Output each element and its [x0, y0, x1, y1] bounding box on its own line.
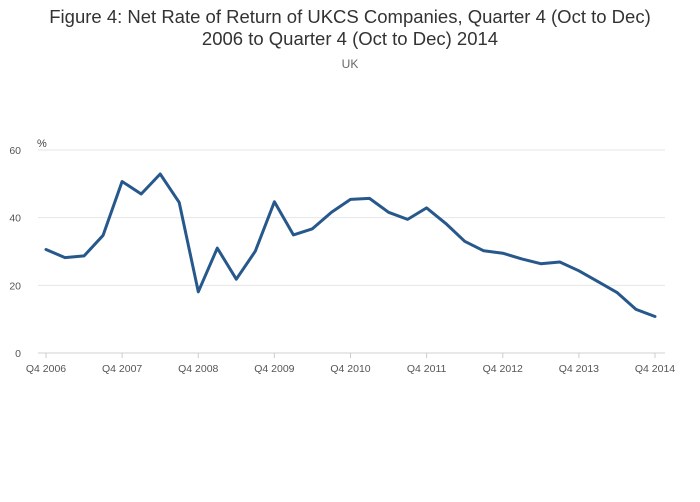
data-point[interactable]	[211, 242, 223, 254]
data-point[interactable]	[116, 175, 128, 187]
x-tick-label: Q4 2008	[178, 363, 218, 375]
data-point[interactable]	[649, 310, 661, 322]
y-tick-label: 20	[9, 280, 21, 292]
x-tick-label: Q4 2007	[102, 363, 142, 375]
x-tick-label: Q4 2009	[254, 363, 294, 375]
data-point[interactable]	[516, 253, 528, 265]
data-point[interactable]	[154, 168, 166, 180]
data-point[interactable]	[459, 235, 471, 247]
y-tick-label: 0	[15, 348, 21, 360]
data-point[interactable]	[192, 286, 204, 298]
data-point[interactable]	[383, 206, 395, 218]
x-tick-label: Q4 2010	[330, 363, 370, 375]
series-line-0	[44, 172, 657, 318]
x-axis-ticks: Q4 2006 Q4 2007 Q4 2008 Q4 2009 Q4 2010 Q4 20…	[26, 353, 675, 375]
data-point[interactable]	[345, 193, 357, 205]
data-point[interactable]	[554, 256, 566, 268]
x-tick-label: Q4 2006	[26, 363, 66, 375]
y-axis-unit-label: %	[37, 138, 47, 150]
data-point[interactable]	[611, 286, 623, 298]
gridlines	[38, 149, 665, 286]
data-point[interactable]	[325, 206, 337, 218]
data-point[interactable]	[630, 303, 642, 315]
data-point[interactable]	[97, 229, 109, 241]
data-point[interactable]	[364, 192, 376, 204]
chart-title-line-1: Figure 4: Net Rate of Return of UKCS Com…	[49, 6, 651, 27]
data-point[interactable]	[535, 258, 547, 270]
chart-title: Figure 4: Net Rate of Return of UKCS Com…	[0, 6, 700, 50]
y-axis-ticks: 0 20 40 60	[9, 145, 21, 360]
x-tick-label: Q4 2013	[559, 363, 599, 375]
data-point[interactable]	[59, 252, 71, 264]
data-point[interactable]	[306, 223, 318, 235]
data-point[interactable]	[287, 229, 299, 241]
chart-subtitle: UK	[341, 57, 359, 71]
data-point[interactable]	[497, 247, 509, 259]
data-point[interactable]	[249, 245, 261, 257]
series-group	[40, 168, 661, 322]
data-point[interactable]	[40, 243, 52, 255]
data-point[interactable]	[135, 188, 147, 200]
data-point[interactable]	[592, 276, 604, 288]
x-tick-label: Q4 2014	[635, 363, 675, 375]
y-tick-label: 60	[9, 145, 21, 157]
data-point[interactable]	[173, 196, 185, 208]
data-point[interactable]	[268, 196, 280, 208]
x-tick-label: Q4 2012	[483, 363, 523, 375]
data-point[interactable]	[440, 217, 452, 229]
data-point[interactable]	[230, 273, 242, 285]
chart-title-line-2: 2006 to Quarter 4 (Oct to Dec) 2014	[201, 28, 499, 49]
data-point[interactable]	[402, 213, 414, 225]
x-tick-label: Q4 2011	[407, 363, 447, 375]
data-point[interactable]	[78, 250, 90, 262]
data-point[interactable]	[478, 245, 490, 257]
y-tick-label: 40	[9, 213, 21, 225]
data-point[interactable]	[573, 265, 585, 277]
data-point[interactable]	[421, 202, 433, 214]
